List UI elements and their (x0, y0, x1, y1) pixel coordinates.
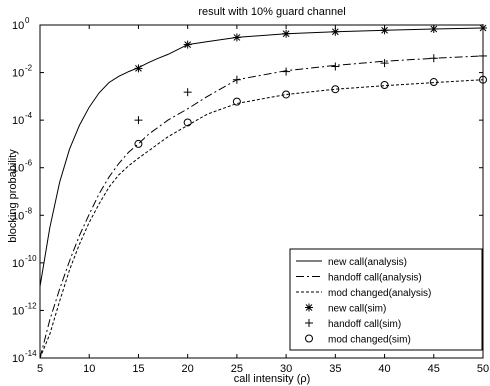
x-tick-label: 20 (182, 363, 194, 375)
data-point-new-call-sim (232, 33, 241, 42)
y-tick-label: 10 (12, 305, 24, 317)
y-tick-exponent: -8 (25, 206, 33, 215)
data-point-handoff-call-sim (479, 51, 487, 60)
data-point-handoff-call-sim (183, 88, 192, 97)
legend-marker-symbol (305, 319, 313, 327)
series-line-mod-changed-analysis (39, 79, 484, 359)
data-point-handoff-call-sim (331, 62, 340, 71)
legend-entry-label: handoff call(sim) (328, 319, 401, 330)
axes-frame (39, 24, 484, 359)
y-tick-exponent: -14 (25, 349, 37, 358)
legend-entry-label: handoff call(analysis) (328, 273, 422, 284)
data-point-new-call-sim-d2 (282, 30, 290, 38)
data-point-new-call-sim (282, 29, 291, 38)
data-point-new-call-sim (429, 24, 438, 33)
x-tick-label: 25 (231, 363, 243, 375)
y-tick-label: 10 (12, 163, 24, 175)
data-point-mod-changed-sim (479, 75, 487, 84)
data-point-mod-changed-sim (429, 78, 438, 87)
y-tick-label: 10 (12, 20, 24, 32)
legend-entry-label: mod changed(sim) (328, 335, 411, 346)
y-tick-exponent: -2 (25, 64, 33, 73)
y-tick-exponent: -6 (25, 159, 33, 168)
data-point-new-call-sim (380, 26, 389, 35)
legend-circle-marker (305, 334, 313, 343)
data-point-handoff-call-sim (134, 116, 143, 125)
legend-entry-label: new call(sim) (328, 304, 386, 315)
x-tick-label: 30 (280, 363, 292, 375)
data-point-new-call-sim (331, 27, 340, 36)
y-tick-exponent: -4 (25, 111, 33, 120)
data-point-mod-changed-sim (134, 139, 143, 148)
data-point-handoff-call-sim (232, 75, 241, 84)
x-tick-label: 10 (83, 363, 95, 375)
x-tick-label: 5 (37, 363, 43, 375)
x-axis-label: call intensity (ρ) (234, 373, 311, 385)
data-point-new-call-sim-d2 (430, 25, 438, 33)
x-tick-label: 50 (477, 363, 489, 375)
legend-entry-label: new call(analysis) (328, 257, 407, 268)
data-point-mod-changed-sim (282, 90, 291, 99)
y-tick-label: 10 (12, 258, 24, 270)
y-axis-label: blocking probability (7, 149, 19, 243)
data-point-new-call-sim-d2 (331, 28, 339, 36)
y-tick-label: 10 (12, 115, 24, 127)
data-point-new-call-sim (134, 64, 143, 73)
data-point-new-call-sim-d2 (135, 65, 142, 72)
y-tick-exponent: 0 (25, 16, 30, 25)
data-point-new-call-sim-d2 (381, 26, 388, 34)
x-tick-label: 35 (329, 363, 341, 375)
legend: new call(analysis) handoff call(analysis)… (289, 248, 483, 351)
data-point-mod-changed-sim (380, 81, 389, 90)
data-point-handoff-call-sim (282, 67, 291, 76)
data-point-new-call-sim-d2 (184, 41, 192, 48)
data-point-new-call-sim (479, 23, 487, 32)
legend-marker-symbol (305, 303, 313, 312)
legend-entry-label: mod changed(analysis) (328, 288, 431, 299)
legend-marker-d2 (305, 304, 313, 311)
y-tick-exponent: -10 (25, 254, 37, 263)
y-tick-label: 10 (12, 68, 24, 80)
data-point-new-call-sim (183, 40, 192, 49)
y-tick-label: 10 (12, 353, 24, 365)
x-tick-label: 40 (378, 363, 390, 375)
x-tick-label: 45 (428, 363, 440, 375)
legend-box (289, 248, 483, 351)
data-point-handoff-call-sim (380, 59, 389, 68)
chart-title: result with 10% guard channel (198, 6, 345, 18)
series-line-new-call-analysis (39, 27, 484, 287)
data-point-mod-changed-sim (331, 85, 340, 94)
y-tick-label: 10 (12, 210, 24, 222)
series-line-handoff-call-analysis (39, 55, 484, 359)
data-point-mod-changed-sim (183, 118, 192, 127)
x-tick-label: 15 (132, 363, 144, 375)
data-point-new-call-sim-d2 (479, 24, 487, 32)
y-tick-exponent: -12 (25, 301, 37, 310)
legend-marker-symbol (305, 334, 313, 343)
data-point-new-call-sim-d2 (233, 34, 241, 41)
data-point-handoff-call-sim (429, 54, 438, 63)
data-point-mod-changed-sim (232, 97, 241, 106)
